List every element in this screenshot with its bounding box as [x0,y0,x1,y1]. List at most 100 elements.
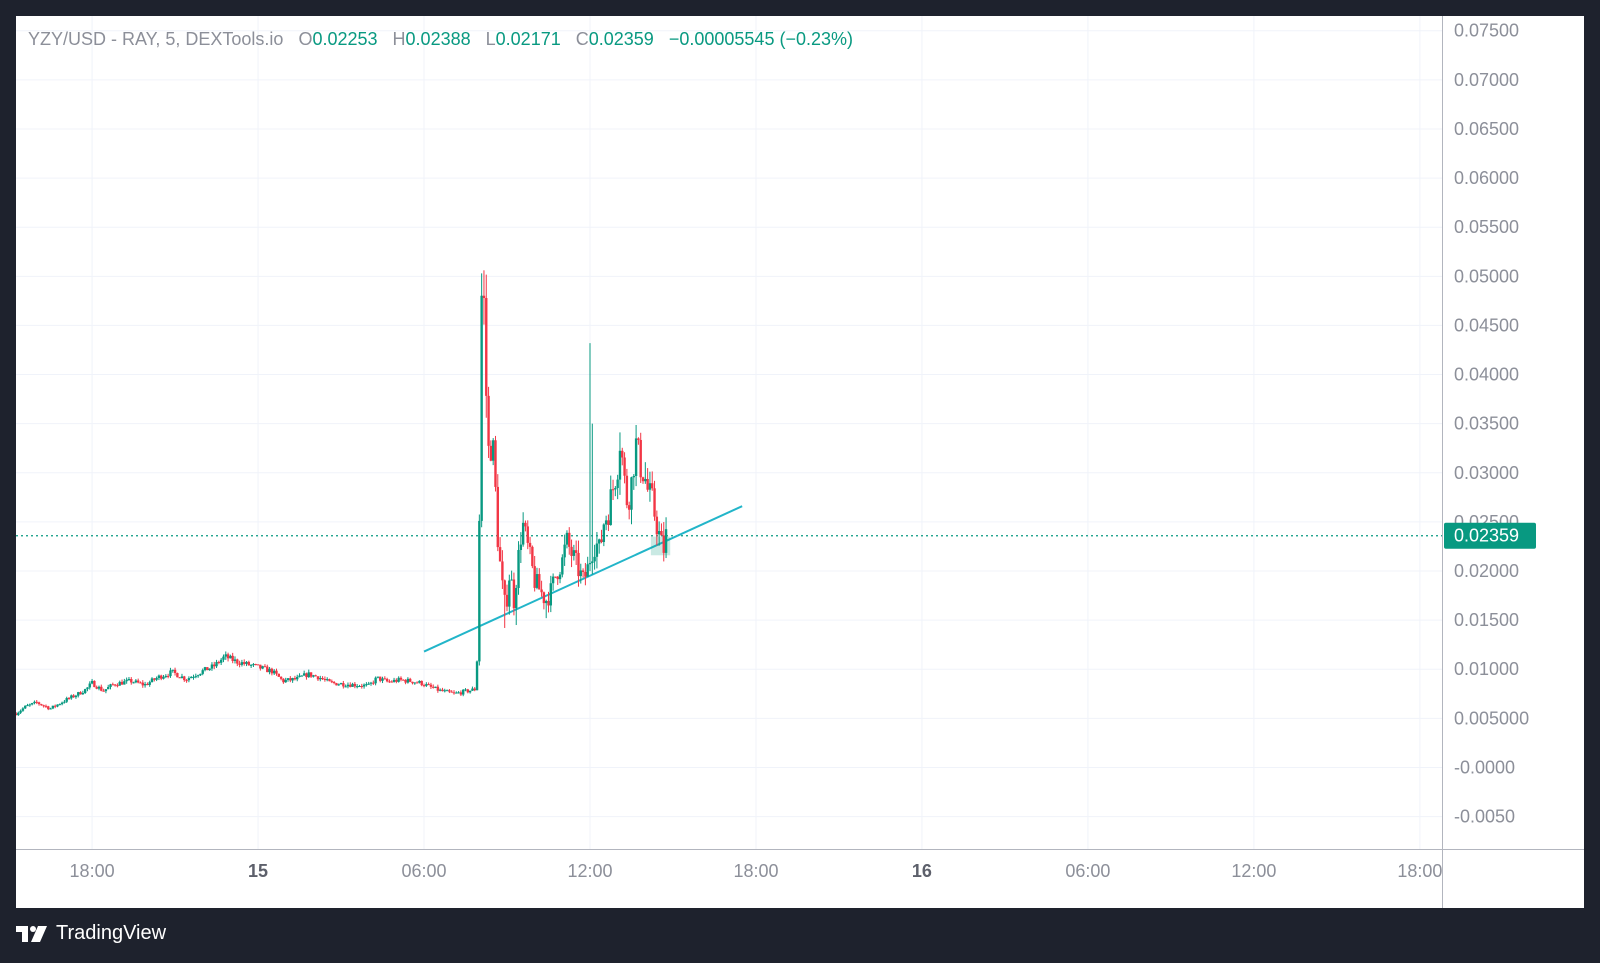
candle-body[interactable] [21,708,25,711]
y-tick-label[interactable]: 0.06500 [1454,119,1519,139]
candle-body[interactable] [598,539,601,544]
candle-body[interactable] [630,477,633,510]
x-tick-label[interactable]: 18:00 [70,861,115,881]
candle-body[interactable] [385,678,389,682]
candle-body[interactable] [657,531,661,535]
candle-body[interactable] [462,689,465,695]
candle-body[interactable] [120,681,124,685]
candle-body[interactable] [547,600,550,606]
candle-body[interactable] [56,704,59,707]
candle-body[interactable] [438,689,442,691]
candle-body[interactable] [586,564,589,577]
candle-body[interactable] [47,706,50,710]
candle-body[interactable] [176,672,179,678]
candle-body[interactable] [510,579,513,581]
candle-body[interactable] [358,686,361,688]
candle-body[interactable] [277,673,280,677]
candle-body[interactable] [226,654,230,659]
candle-body[interactable] [402,679,405,681]
candle-body[interactable] [316,676,320,680]
candle-body[interactable] [155,678,158,680]
candle-body[interactable] [79,692,82,695]
candle-body[interactable] [296,676,299,680]
candle-body[interactable] [374,677,377,684]
candle-body[interactable] [411,681,414,684]
x-tick-label[interactable]: 12:00 [1231,861,1276,881]
candle-body[interactable] [482,295,486,299]
candle-body[interactable] [485,298,488,396]
candle-body[interactable] [19,710,22,713]
candle-body[interactable] [70,695,73,699]
y-tick-label[interactable]: 0.04000 [1454,365,1519,385]
y-tick-label[interactable]: 0.05500 [1454,217,1519,237]
candle-body[interactable] [305,673,308,678]
candle-body[interactable] [252,664,255,666]
candle-body[interactable] [208,668,211,671]
candle-body[interactable] [404,680,407,683]
tradingview-branding[interactable]: TradingView [16,922,166,945]
candle-body[interactable] [392,679,396,682]
candle-body[interactable] [662,535,665,553]
candle-body[interactable] [28,704,32,706]
candle-body[interactable] [314,675,317,677]
candle-body[interactable] [353,683,357,687]
candle-body[interactable] [381,678,384,681]
candle-body[interactable] [107,687,110,690]
candle-body[interactable] [574,550,578,553]
candle-body[interactable] [90,680,94,684]
candle-body[interactable] [452,692,456,694]
candle-body[interactable] [282,678,285,683]
candle-body[interactable] [360,686,363,688]
candle-body[interactable] [332,681,336,684]
candle-body[interactable] [302,673,306,676]
candle-body[interactable] [130,679,133,683]
candle-body[interactable] [88,683,91,688]
candle-body[interactable] [160,675,163,679]
candle-body[interactable] [388,681,391,683]
candle-body[interactable] [572,550,576,556]
candle-body[interactable] [455,692,458,694]
candle-body[interactable] [489,445,493,461]
candle-body[interactable] [383,678,387,680]
candle-body[interactable] [457,692,460,694]
candle-body[interactable] [565,532,569,545]
candle-body[interactable] [213,664,216,667]
x-tick-label[interactable]: 16 [912,861,932,881]
candle-body[interactable] [581,570,585,572]
candle-body[interactable] [180,676,184,679]
candle-body[interactable] [611,489,615,491]
candle-body[interactable] [24,705,27,709]
candle-body[interactable] [86,687,89,690]
candle-body[interactable] [26,705,29,707]
candle-body[interactable] [312,675,315,677]
candle-body[interactable] [365,684,368,686]
candle-body[interactable] [139,682,142,684]
candle-body[interactable] [344,686,347,688]
candle-body[interactable] [471,688,474,691]
candle-body[interactable] [127,679,131,681]
candle-body[interactable] [443,690,446,692]
candle-body[interactable] [351,683,354,687]
chart-canvas[interactable]: 0.07500 0.07000 0.06500 0.06000 0.05500 0.050… [16,16,1584,908]
candle-body[interactable] [291,678,294,681]
candle-body[interactable] [275,670,278,674]
candle-body[interactable] [40,704,43,706]
candle-body[interactable] [618,450,622,480]
candle-body[interactable] [166,675,170,677]
candle-body[interactable] [109,684,112,688]
candle-body[interactable] [627,505,631,510]
y-tick-label[interactable]: 0.03500 [1454,414,1519,434]
candle-body[interactable] [104,689,108,692]
candle-body[interactable] [270,668,274,674]
candle-body[interactable] [93,680,96,688]
candle-body[interactable] [245,661,248,664]
candle-body[interactable] [459,692,463,695]
candle-body[interactable] [556,576,559,580]
candle-body[interactable] [616,479,619,489]
candle-body[interactable] [519,544,523,550]
candle-body[interactable] [540,589,543,593]
candle-body[interactable] [372,682,375,684]
candle-body[interactable] [533,566,536,588]
candle-body[interactable] [259,664,262,669]
candle-body[interactable] [432,686,435,688]
